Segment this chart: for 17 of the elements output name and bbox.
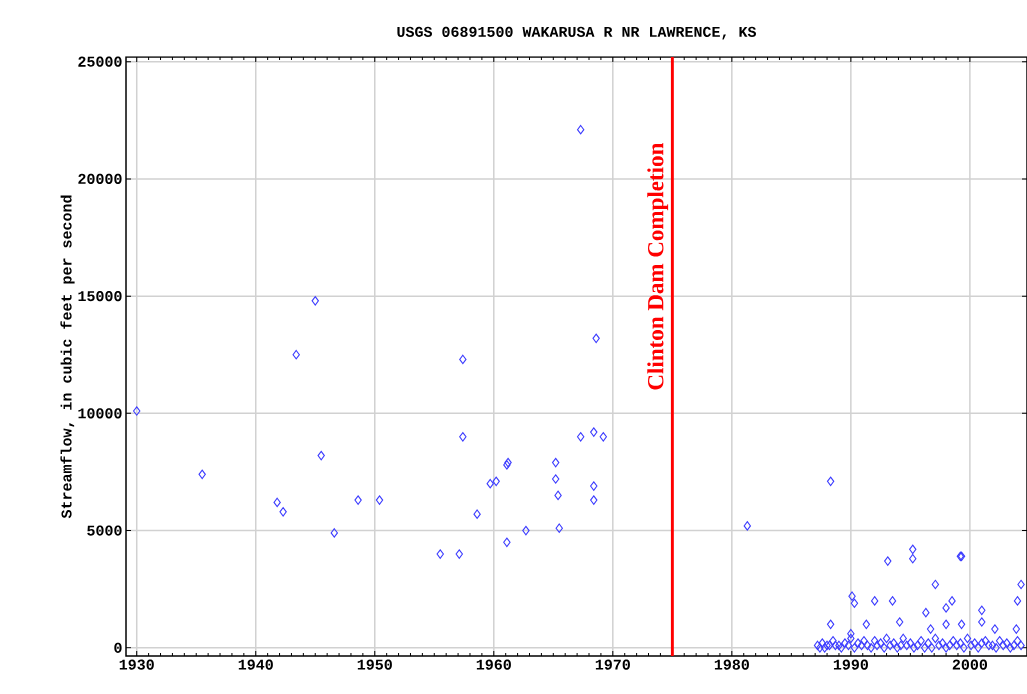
- x-tick-label: 1950: [357, 659, 392, 670]
- y-tick-label: 25000: [78, 56, 122, 67]
- y-tick-label: 10000: [78, 408, 122, 419]
- ref-line-label: Clinton Dam Completion: [647, 143, 669, 390]
- x-tick-label: 1960: [476, 659, 511, 670]
- x-tick-label: 1940: [238, 659, 273, 670]
- y-tick-label: 0: [114, 642, 122, 653]
- x-tick-label: 1970: [595, 659, 630, 670]
- chart-title: USGS 06891500 WAKARUSA R NR LAWRENCE, KS: [397, 26, 757, 40]
- x-tick-label: 1990: [833, 659, 868, 670]
- y-axis-title: Streamflow, in cubic feet per second: [60, 195, 75, 519]
- x-tick-label: 2000: [952, 659, 988, 670]
- y-tick-label: 20000: [78, 173, 122, 184]
- y-tick-label: 5000: [87, 525, 122, 536]
- x-tick-label: 1980: [714, 659, 749, 670]
- y-tick-label: 15000: [78, 291, 122, 302]
- x-tick-label: 1930: [119, 659, 154, 670]
